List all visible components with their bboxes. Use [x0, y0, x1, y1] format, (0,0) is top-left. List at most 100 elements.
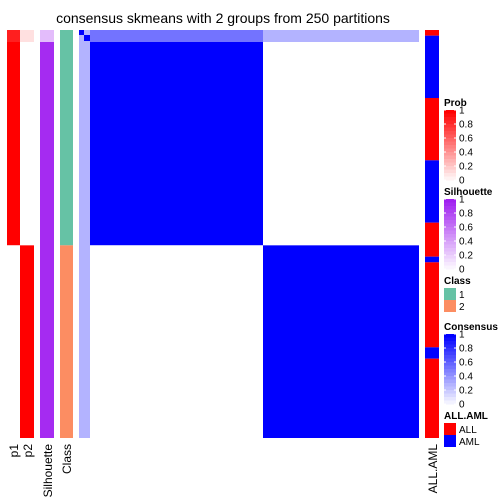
all-aml-cell — [425, 358, 439, 438]
annotation-class — [60, 30, 73, 438]
annotation-cell — [20, 245, 34, 438]
legend-title: Consensus — [444, 322, 498, 333]
all-aml-cell — [425, 30, 439, 36]
legend-tick-label: 0.6 — [459, 134, 473, 145]
legend-class: Class 12 — [444, 276, 471, 313]
annotation-cell — [40, 42, 54, 438]
legend-title: ALL.AML — [444, 411, 488, 422]
legend-gradient-step — [444, 209, 456, 214]
legend-gradient-step — [444, 372, 456, 377]
legend-gradient-step — [444, 120, 456, 125]
column-label: ALL.AML — [426, 444, 440, 494]
all-aml-track — [425, 30, 439, 438]
legend-gradient-step — [444, 166, 456, 170]
legend-title: Silhouette — [444, 187, 493, 198]
legend-gradient-step — [444, 173, 456, 177]
annotation-p2 — [20, 30, 34, 438]
legend-tick-label: 0.4 — [459, 148, 473, 159]
legend-gradient-step — [444, 162, 456, 167]
legend-gradient-step — [444, 223, 456, 228]
consensus-block-1-2 — [263, 42, 419, 246]
consensus-cell — [90, 30, 263, 42]
legend-tick-label: 1 — [459, 330, 465, 341]
annotation-cell — [40, 30, 54, 42]
column-labels: p1 p2 Silhouette Class ALL.AML — [7, 444, 440, 498]
legend-tick-label: 0 — [459, 400, 465, 411]
legend-gradient-step — [444, 230, 456, 235]
annotation-cell — [7, 30, 20, 42]
annotation-cell — [7, 245, 20, 438]
annotation-cell — [60, 30, 73, 246]
legend-gradient-step — [444, 362, 456, 366]
legend-item-label: ALL — [459, 425, 477, 436]
legend-swatch — [444, 300, 456, 312]
legend-gradient-step — [444, 110, 456, 114]
legend-tick-label: 0.2 — [459, 251, 473, 262]
legend-gradient-step — [444, 202, 456, 207]
legend-gradient-step — [444, 365, 456, 370]
consensus-block-2-2 — [263, 245, 419, 438]
consensus-cell — [79, 30, 84, 35]
column-label: p1 — [7, 444, 21, 458]
legend-gradient-step — [444, 379, 456, 384]
consensus-cell — [79, 30, 90, 438]
legend-gradient-step — [444, 341, 456, 345]
legend-title: Class — [444, 276, 471, 287]
chart-title: consensus skmeans with 2 groups from 250… — [56, 10, 390, 26]
legend-tick-label: 0.6 — [459, 223, 473, 234]
legend-gradient-step — [444, 220, 456, 224]
legend-item-label: AML — [459, 437, 480, 448]
legend-gradient-step — [444, 358, 456, 363]
column-label: Class — [60, 444, 74, 474]
legend-gradient-step — [444, 227, 456, 231]
column-label: p2 — [21, 444, 35, 458]
legend-gradient-step — [444, 234, 456, 238]
legend-swatch — [444, 435, 456, 447]
all-aml-cell — [425, 262, 439, 348]
legend-gradient-step — [444, 393, 456, 398]
legend-gradient-step — [444, 351, 456, 356]
legend-tick-label: 0 — [459, 176, 465, 187]
legend-gradient-step — [444, 127, 456, 132]
legend-gradient-step — [444, 213, 456, 217]
legend-gradient-step — [444, 244, 456, 249]
legend-tick-label: 0.8 — [459, 120, 473, 131]
legend-tick-label: 0.2 — [459, 386, 473, 397]
legend-tick-label: 1 — [459, 195, 465, 206]
legend-gradient-step — [444, 124, 456, 128]
legend-tick-label: 0.4 — [459, 372, 473, 383]
consensus-cell — [263, 30, 419, 42]
legend-tick-label: 0.2 — [459, 162, 473, 173]
annotation-cell — [7, 42, 20, 246]
legend-gradient-step — [444, 206, 456, 210]
legend-gradient-step — [444, 131, 456, 135]
consensus-block-2-1 — [90, 245, 263, 438]
legend-gradient-step — [444, 199, 456, 203]
annotation-columns — [7, 30, 73, 438]
annotation-cell — [60, 245, 73, 438]
legend-gradient-step — [444, 400, 456, 405]
legend-gradient-step — [444, 117, 456, 121]
legend-gradient-step — [444, 255, 456, 259]
legend-gradient-step — [444, 344, 456, 349]
heatmap-body — [79, 30, 419, 438]
legend-gradient-step — [444, 262, 456, 266]
all-aml-cell — [425, 256, 439, 263]
legend-gradient-step — [444, 169, 456, 174]
legend-gradient-step — [444, 355, 456, 359]
legend-tick-label: 1 — [459, 106, 465, 117]
legend-gradient-step — [444, 241, 456, 245]
legend-gradient-step — [444, 337, 456, 342]
legend-gradient-step — [444, 390, 456, 394]
legend-tick-label: 0.8 — [459, 209, 473, 220]
legend-gradient-step — [444, 141, 456, 146]
legend-gradient-step — [444, 386, 456, 391]
legend-gradient-step — [444, 134, 456, 139]
legend-tick-label: 0 — [459, 265, 465, 276]
legend-gradient-step — [444, 251, 456, 256]
